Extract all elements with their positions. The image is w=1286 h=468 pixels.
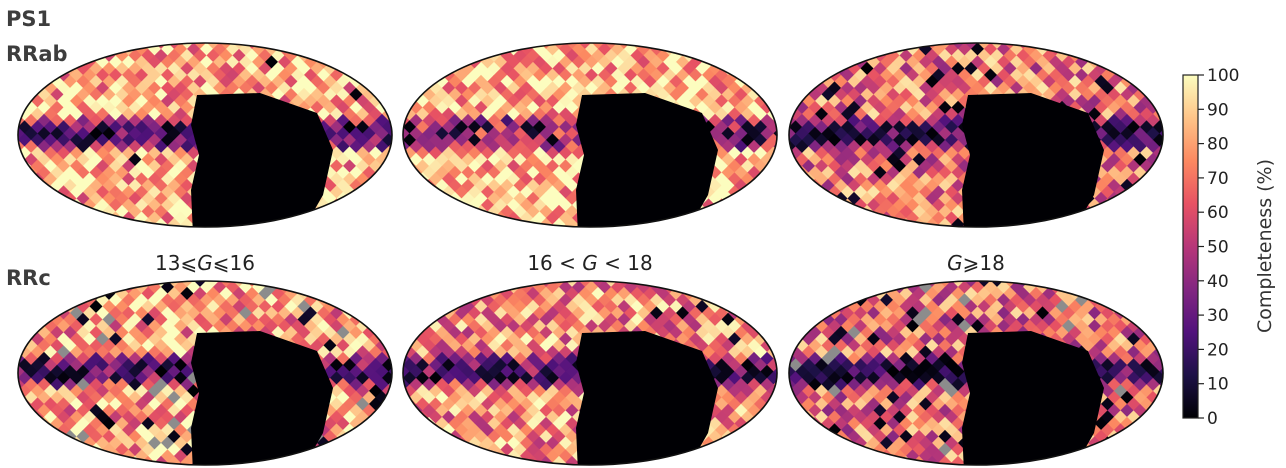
survey-label: PS1 (6, 7, 51, 31)
sky-map-grid (17, 42, 1164, 466)
unobserved-region (576, 331, 718, 465)
unobserved-region (962, 331, 1104, 465)
mollweide-outline (788, 280, 1164, 466)
sky-map-panel (17, 42, 393, 228)
colorbar: 0 10 20 30 40 50 60 70 80 90 100 Completeness (%) (1182, 66, 1276, 429)
mollweide-outline (402, 280, 778, 466)
colorbar-tick-label: 40 (1207, 272, 1229, 292)
colorbar-tick-label: 0 (1207, 409, 1218, 429)
colorbar-tick-label: 60 (1207, 203, 1229, 223)
colorbar-ticks: 0 10 20 30 40 50 60 70 80 90 100 (1198, 66, 1239, 429)
mollweide-outline (17, 42, 393, 228)
unobserved-region (576, 93, 718, 227)
column-title: 16 < G < 18 (527, 251, 652, 275)
row-label-rrc: RRc (6, 266, 51, 290)
sky-map-panel (402, 42, 778, 228)
column-title: 13⩽G⩽16 (155, 251, 255, 275)
colorbar-gradient (1182, 74, 1199, 419)
colorbar-label: Completeness (%) (1254, 159, 1276, 333)
sky-map-panel (17, 280, 393, 466)
column-titles: 13⩽G⩽16 16 < G < 18 G⩾18 (155, 251, 1005, 275)
colorbar-tick-label: 20 (1207, 340, 1229, 360)
colorbar-tick-label: 30 (1207, 306, 1229, 326)
colorbar-tick-label: 10 (1207, 375, 1229, 395)
colorbar-tick-label: 100 (1207, 66, 1239, 86)
mollweide-outline (17, 280, 393, 466)
mollweide-outline (402, 42, 778, 228)
colorbar-tick-label: 70 (1207, 169, 1229, 189)
mollweide-outline (788, 42, 1164, 228)
sky-map-panel (788, 42, 1164, 228)
sky-map-panel (402, 280, 778, 466)
colorbar-tick-label: 80 (1207, 135, 1229, 155)
unobserved-region (962, 93, 1104, 227)
unobserved-region (191, 331, 333, 465)
column-title: G⩾18 (947, 251, 1005, 275)
colorbar-tick-label: 50 (1207, 238, 1229, 258)
row-label-rrab: RRab (6, 42, 68, 66)
colorbar-tick-label: 90 (1207, 100, 1229, 120)
sky-map-panel (788, 280, 1164, 466)
unobserved-region (191, 93, 333, 227)
